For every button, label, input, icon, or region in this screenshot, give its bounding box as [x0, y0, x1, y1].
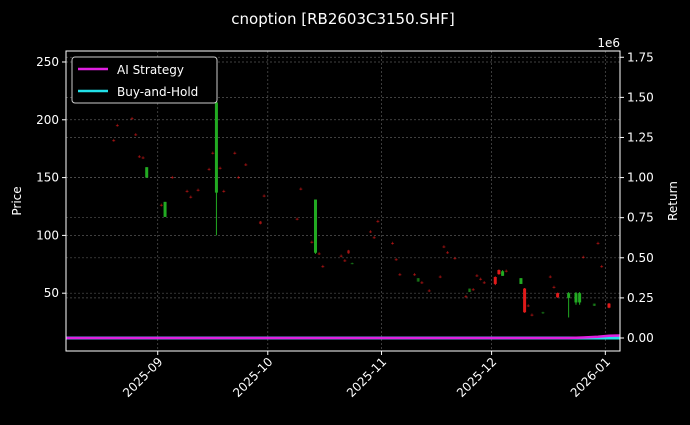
candle-body	[420, 282, 424, 284]
candle-body	[376, 220, 380, 223]
candle-body	[317, 253, 321, 255]
candle-body	[134, 134, 138, 136]
candle-body	[350, 263, 354, 265]
candle-body	[218, 167, 222, 169]
candle-body	[321, 266, 325, 268]
candle-body	[189, 196, 193, 198]
candle-body	[567, 293, 571, 298]
candle-body	[258, 221, 262, 224]
y-tick-label-left: 100	[36, 228, 59, 242]
candle-body	[548, 276, 552, 278]
return-lines	[66, 334, 621, 340]
y-tick-label-right: 1.25	[627, 130, 654, 144]
candle-body	[501, 271, 505, 276]
candle-body	[479, 278, 483, 280]
candle-body	[596, 242, 600, 245]
plot-frame	[65, 50, 621, 352]
candle-body	[600, 266, 604, 268]
candle-body	[163, 201, 167, 217]
candle-body	[438, 276, 442, 278]
candle-body	[394, 259, 398, 261]
candle-body	[295, 218, 299, 220]
candle-body	[310, 241, 314, 243]
candle-body	[244, 164, 248, 166]
y-tick-label-left: 50	[44, 286, 59, 300]
candle-body	[497, 270, 501, 275]
candle-body	[207, 168, 211, 171]
candle-body	[339, 255, 343, 257]
candle-body	[442, 246, 446, 248]
candle-body	[196, 189, 200, 191]
candle-body	[185, 190, 189, 193]
candle-body	[170, 177, 174, 179]
candle-body	[214, 102, 218, 193]
candle-body	[391, 242, 395, 245]
candle-body	[236, 177, 240, 179]
candle-body	[578, 293, 582, 303]
legend-label-bh: Buy-and-Hold	[117, 85, 198, 99]
candle-body	[369, 231, 373, 233]
candle-body	[372, 237, 376, 239]
y-tick-label-right: 1.50	[627, 90, 654, 104]
candle-body	[299, 188, 303, 190]
candle-body	[416, 278, 420, 282]
candle-body	[526, 305, 530, 307]
y-tick-label-right: 1.75	[627, 50, 654, 64]
candle-body	[574, 293, 578, 303]
candle-body	[413, 274, 417, 276]
chart-title: cnoption [RB2603C3150.SHF]	[231, 10, 454, 28]
candle-body	[145, 167, 149, 178]
y-tick-label-left: 200	[36, 113, 59, 127]
candle-body	[541, 312, 545, 314]
y-axis-left-label: Price	[10, 186, 24, 215]
candle-body	[112, 140, 116, 142]
candle-body	[523, 288, 527, 313]
ai-strategy-line	[66, 334, 621, 340]
candle-body	[427, 290, 431, 292]
candle-body	[556, 293, 560, 298]
candle-body	[137, 156, 141, 158]
candle-body	[475, 275, 479, 277]
candle-body	[504, 270, 508, 272]
y-tick-label-right: 0.25	[627, 291, 654, 305]
candle-body	[446, 252, 450, 254]
legend-label-ai: AI Strategy	[117, 63, 184, 77]
candle-body	[482, 282, 486, 284]
candle-body	[262, 195, 266, 197]
y-tick-label-left: 250	[36, 55, 59, 69]
candle-body	[607, 303, 611, 308]
y-tick-label-right: 1.00	[627, 171, 654, 185]
candle-body	[222, 190, 226, 193]
y-tick-label-right: 0.00	[627, 331, 654, 345]
candle-body	[493, 277, 497, 284]
candle-body	[211, 152, 215, 154]
candle-body	[115, 124, 119, 127]
y-tick-label-left: 150	[36, 171, 59, 185]
y-tick-label-right: 0.75	[627, 211, 654, 225]
candles	[112, 100, 611, 318]
candle-body	[233, 152, 237, 154]
candle-body	[398, 274, 402, 276]
candle-body	[141, 157, 145, 159]
candle-body	[464, 296, 468, 298]
candle-body	[592, 303, 596, 306]
right-axis-offset: 1e6	[597, 36, 620, 50]
candle-body	[453, 257, 457, 260]
candle-body	[471, 289, 475, 291]
candle-body	[581, 256, 585, 258]
y-tick-label-right: 0.50	[627, 251, 654, 265]
candle-body	[468, 288, 472, 293]
candle-body	[552, 286, 556, 288]
candle-body	[130, 118, 134, 120]
y-axis-right-label: Return	[666, 181, 680, 221]
candle-body	[519, 278, 523, 284]
candle-body	[313, 199, 317, 253]
candle-body	[343, 260, 347, 262]
candle-body	[530, 314, 534, 316]
candle-body	[347, 250, 351, 254]
candle-body	[159, 204, 163, 206]
legend: AI Strategy Buy-and-Hold	[71, 56, 218, 104]
